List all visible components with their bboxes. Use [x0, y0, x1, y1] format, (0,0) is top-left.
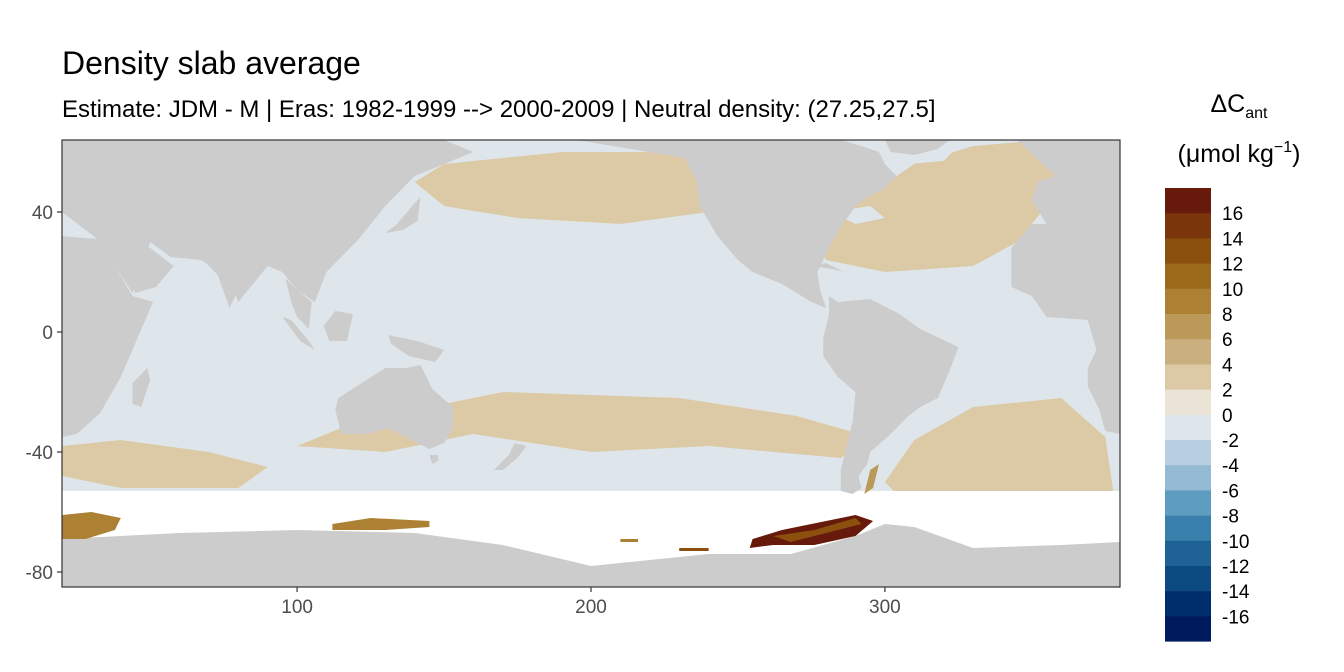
legend-label: -8	[1222, 507, 1239, 528]
legend-swatch	[1165, 591, 1211, 617]
legend-label: 6	[1222, 330, 1233, 351]
legend-swatch	[1165, 440, 1211, 466]
north-atlantic-positive	[811, 140, 1062, 272]
legend-swatch	[1165, 213, 1211, 239]
legend: ΔCant (μmol kg−1) 16 14 12 10 8 6 4 2 0 -2 -4 -6 -8 -…	[1165, 90, 1300, 642]
legend-label: -12	[1222, 557, 1249, 578]
land-new-guinea	[388, 335, 445, 362]
legend-swatch	[1165, 364, 1211, 391]
legend-label: -4	[1222, 456, 1239, 477]
legend-swatch	[1165, 515, 1211, 542]
map-layer	[62, 140, 1120, 587]
legend-label: 10	[1222, 280, 1243, 301]
ross-small-b	[679, 548, 709, 551]
land-borneo	[323, 311, 353, 341]
land-new-zealand	[494, 443, 527, 470]
legend-swatch	[1165, 389, 1211, 416]
weddell-west-shelf	[62, 512, 121, 539]
land-cuba	[811, 263, 844, 272]
legend-swatch	[1165, 288, 1211, 315]
land-se-asia	[285, 278, 312, 329]
legend-swatch	[1165, 540, 1211, 567]
land-africa	[62, 140, 154, 437]
legend-swatch	[1165, 490, 1211, 517]
land-japan	[385, 197, 421, 233]
amundsen-shelf-mid	[773, 518, 862, 542]
land-india	[203, 254, 259, 308]
land-antarctica	[62, 524, 1120, 587]
legend-label: -6	[1222, 481, 1239, 502]
legend-label: 16	[1222, 204, 1243, 225]
east-patagonia-strip	[864, 464, 879, 494]
legend-label: -16	[1222, 607, 1249, 628]
legend-label: -2	[1222, 431, 1239, 452]
legend-unit: (μmol kg−1)	[1178, 139, 1301, 168]
y-tick-label: -80	[26, 563, 53, 584]
legend-bins: 16 14 12 10 8 6 4 2 0 -2 -4 -6 -8 -10 -12 -14 -16	[1165, 188, 1250, 642]
north-pacific-positive	[414, 152, 724, 224]
legend-swatch	[1165, 314, 1211, 340]
land-tasmania	[429, 455, 439, 464]
legend-title-main: ΔC	[1210, 90, 1245, 118]
south-indian-positive	[62, 440, 268, 488]
land-sumatra	[282, 317, 315, 350]
legend-swatch	[1165, 263, 1211, 290]
x-tick-label: 100	[281, 597, 313, 618]
legend-swatch	[1165, 465, 1211, 491]
land-madagascar	[132, 368, 151, 407]
chart-title: Density slab average	[62, 45, 361, 81]
legend-label: -14	[1222, 582, 1250, 603]
legend-label: 8	[1222, 305, 1233, 326]
x-tick-label: 300	[869, 597, 901, 618]
legend-unit-close: )	[1292, 140, 1300, 168]
legend-swatch	[1165, 188, 1211, 214]
legend-swatch-extra	[1165, 616, 1211, 642]
legend-swatch	[1165, 566, 1211, 592]
land-australia	[335, 365, 453, 449]
south-atlantic-positive	[884, 398, 1115, 512]
legend-label: 4	[1222, 355, 1233, 376]
indian-sector-shelf	[332, 518, 430, 530]
legend-swatch	[1165, 339, 1211, 365]
land-europe-africa-east	[1011, 140, 1120, 434]
legend-title: ΔCant	[1210, 90, 1268, 122]
plot-panel	[61, 139, 1121, 588]
ross-small-a	[620, 539, 638, 542]
land-greenland	[884, 140, 950, 155]
legend-swatch	[1165, 238, 1211, 265]
legend-label: 2	[1222, 381, 1233, 402]
y-tick-label: 0	[42, 323, 53, 344]
legend-title-sub: ant	[1245, 105, 1268, 122]
legend-unit-exp: −1	[1274, 139, 1292, 156]
legend-label: 14	[1222, 229, 1244, 250]
y-tick-label: -40	[26, 443, 53, 464]
x-tick-label: 200	[575, 597, 607, 618]
land-eurasia	[62, 140, 474, 302]
chart-subtitle: Estimate: JDM - M | Eras: 1982-1999 --> …	[62, 96, 936, 123]
legend-label: 0	[1222, 406, 1233, 427]
land-arabia	[109, 242, 174, 293]
legend-swatch	[1165, 414, 1211, 441]
legend-unit-text: (μmol kg	[1178, 140, 1274, 168]
land-south-america	[823, 296, 959, 494]
legend-label: -10	[1222, 532, 1249, 553]
legend-label: 12	[1222, 255, 1243, 276]
y-tick-label: 40	[32, 203, 53, 224]
